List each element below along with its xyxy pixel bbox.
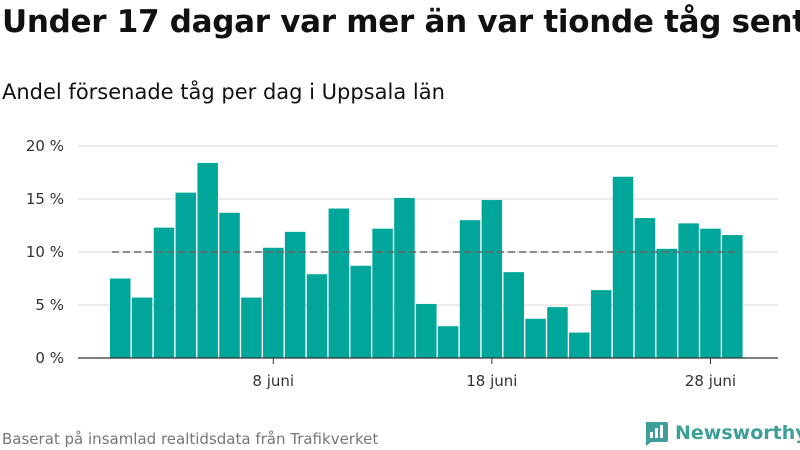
bar [437, 326, 459, 358]
source-note: Baserat på insamlad realtidsdata från Tr… [2, 430, 379, 448]
bar [525, 318, 546, 358]
bar [481, 200, 503, 358]
bar [634, 218, 656, 358]
x-tick-label: 28 juni [685, 372, 736, 390]
bar [175, 192, 197, 358]
bar [722, 235, 743, 358]
bar [153, 227, 175, 358]
y-tick-label: 5 % [35, 296, 64, 314]
y-tick-label: 0 % [35, 349, 64, 367]
bar [547, 307, 568, 358]
bar [590, 290, 612, 358]
x-axis-ticks: 8 juni 18 juni 28 juni [252, 358, 736, 390]
x-tick-label: 18 juni [466, 372, 517, 390]
chart-title: Under 17 dagar var mer än var tionde tåg… [2, 4, 800, 40]
bar [372, 228, 393, 358]
bar [328, 208, 350, 358]
brand-logo: Newsworthy [643, 420, 800, 446]
y-tick-label: 15 % [26, 190, 64, 208]
bar [678, 223, 699, 358]
y-tick-label: 20 % [26, 137, 64, 155]
y-axis-ticks: 0 % 5 % 10 % 15 % 20 % [26, 137, 64, 367]
bar [197, 162, 218, 358]
y-tick-label: 10 % [26, 243, 64, 261]
bar [219, 212, 240, 358]
bar [306, 274, 328, 358]
bar [612, 176, 634, 358]
brand-name: Newsworthy [675, 422, 800, 444]
bar [503, 272, 524, 358]
bar [131, 297, 153, 358]
x-tick-label: 8 juni [252, 372, 294, 390]
bars [110, 162, 743, 358]
bar [110, 278, 131, 358]
bar [241, 297, 262, 358]
bar [656, 248, 677, 358]
bar [416, 303, 437, 358]
chart-subtitle: Andel försenade tåg per dag i Uppsala lä… [2, 80, 445, 104]
bar [350, 265, 371, 358]
bar [459, 220, 481, 358]
bar-chart-logo-icon [646, 422, 668, 446]
bar [263, 247, 284, 358]
bar [569, 332, 590, 358]
bar [394, 197, 415, 358]
bar [284, 231, 306, 358]
bar [700, 228, 721, 358]
